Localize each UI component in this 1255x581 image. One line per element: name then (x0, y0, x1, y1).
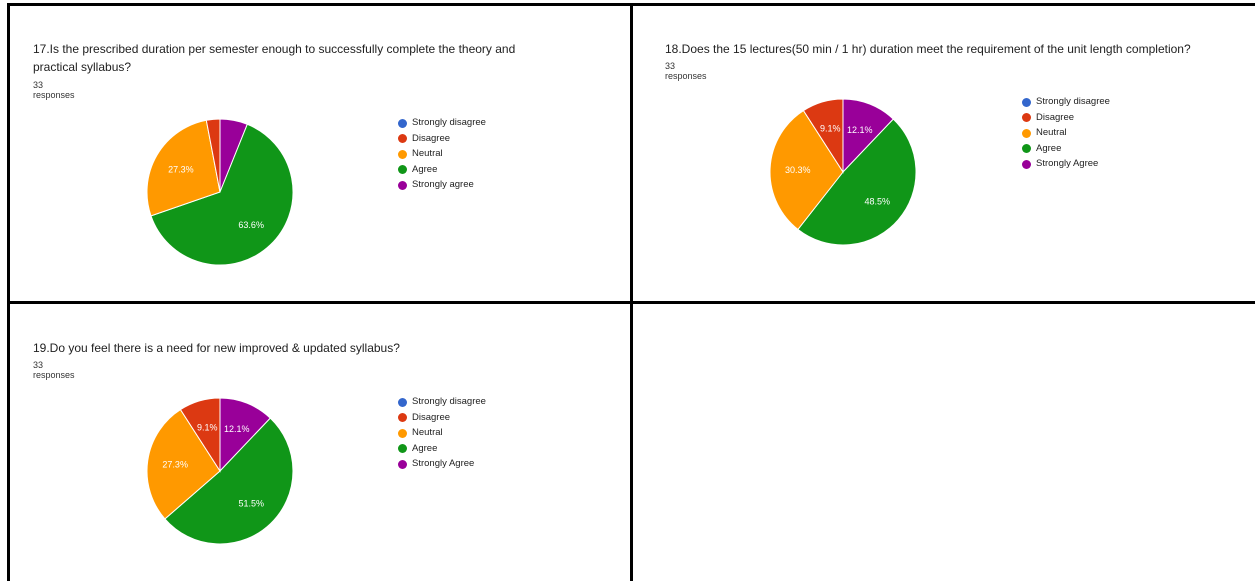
pie-chart: 63.6% 27.3% (146, 118, 294, 266)
legend-swatch-icon (398, 397, 407, 407)
data-label-disagree: 9.1% (820, 124, 841, 134)
data-label-strongly-agree: 12.1% (224, 424, 250, 434)
legend-swatch-icon (398, 134, 407, 143)
grid-line-left (7, 3, 10, 581)
legend-label: Neutral (1036, 127, 1067, 138)
legend-label: Strongly disagree (1036, 96, 1110, 107)
data-label-agree: 51.5% (239, 499, 265, 509)
pie-slice-agree (164, 417, 294, 545)
legend-swatch-icon (398, 413, 407, 422)
legend-label: Agree (1036, 142, 1062, 154)
question-title-line-1: 19.Do you feel there is a need for new i… (33, 341, 400, 355)
question-title: 19.Do you feel there is a need for new i… (33, 339, 613, 357)
legend-swatch-icon (398, 428, 407, 438)
pie-slice-disagree (802, 98, 844, 174)
legend-label: Neutral (412, 148, 443, 159)
question-title: 17.Is the prescribed duration per semest… (33, 40, 613, 76)
legend-label: Disagree (1036, 111, 1075, 123)
legend-label: Strongly agree (412, 179, 474, 190)
data-label-agree: 63.6% (238, 220, 264, 230)
legend-swatch-icon (398, 165, 407, 174)
legend-label: Strongly Agree (1036, 158, 1099, 169)
legend-swatch-icon (398, 459, 407, 469)
pie-slice-neutral (769, 109, 844, 231)
legend-swatch-icon (398, 149, 407, 159)
data-label-agree: 48.5% (864, 197, 890, 207)
data-label-disagree: 9.1% (197, 423, 218, 433)
question-title-line-1: 17.Is the prescribed duration per semest… (33, 42, 516, 56)
legend-swatch-icon (1022, 97, 1031, 107)
legend-swatch-icon (398, 444, 407, 453)
data-label-neutral: 27.3% (162, 460, 188, 470)
legend-label: Strongly disagree (412, 396, 486, 407)
data-label-strongly-agree: 12.1% (847, 125, 873, 135)
pie-chart: 12.1% 48.5% 30.3% 9.1% (769, 98, 917, 246)
data-label-neutral: 27.3% (168, 164, 194, 174)
pie-slice-agree (150, 123, 294, 266)
response-count: 33 responses (33, 80, 75, 100)
response-count: 33 responses (33, 360, 75, 380)
legend-label: Disagree (412, 411, 451, 423)
data-label-neutral: 30.3% (785, 165, 811, 175)
legend-swatch-icon (1022, 113, 1031, 122)
pie-slice-neutral (146, 408, 221, 520)
legend-label: Strongly Agree (412, 458, 475, 469)
legend-swatch-icon (398, 180, 407, 190)
legend-swatch-icon (1022, 128, 1031, 138)
question-title-line-2: practical syllabus? (33, 60, 132, 74)
question-title-line-1: 18.Does the 15 lectures(50 min / 1 hr) d… (665, 42, 1191, 56)
legend-swatch-icon (398, 118, 407, 128)
legend-swatch-icon (1022, 144, 1031, 153)
legend-label: Agree (412, 163, 438, 175)
pie-slice-disagree (205, 118, 221, 193)
legend-label: Strongly disagree (412, 117, 486, 128)
pie-chart: 12.1% 51.5% 27.3% 9.1% (146, 397, 294, 545)
pie-slice-agree (797, 118, 917, 246)
pie-slice-neutral (146, 119, 221, 217)
legend-label: Neutral (412, 427, 443, 438)
response-count: 33 responses (665, 61, 707, 81)
legend-label: Disagree (412, 132, 451, 144)
pie-slice-disagree (179, 397, 221, 473)
question-title: 18.Does the 15 lectures(50 min / 1 hr) d… (665, 40, 1250, 58)
grid-line-center (630, 3, 633, 581)
legend-label: Agree (412, 442, 438, 454)
legend-swatch-icon (1022, 159, 1031, 169)
